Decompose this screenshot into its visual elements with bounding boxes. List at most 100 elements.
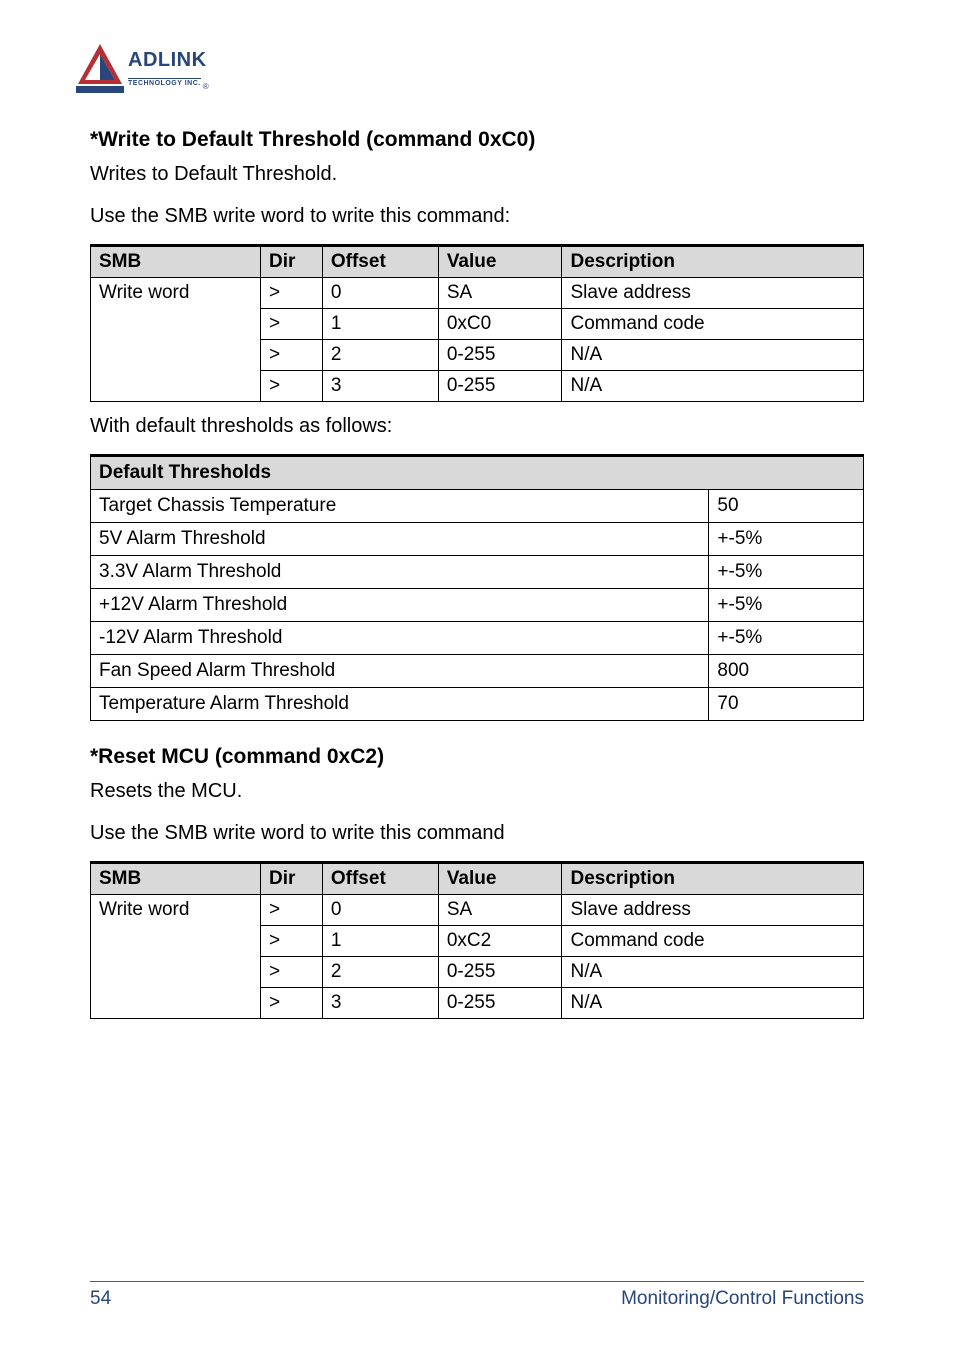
cell-desc: Slave address [562, 895, 864, 926]
table-row: +12V Alarm Threshold+-5% [91, 589, 864, 622]
cell-offset: 3 [322, 988, 438, 1019]
cell-val: 50 [709, 490, 864, 523]
cell-value: 0-255 [438, 988, 562, 1019]
cell-dir: > [261, 926, 323, 957]
page-footer: 54 Monitoring/Control Functions [90, 1281, 864, 1310]
cell-value: 0xC2 [438, 926, 562, 957]
cell-value: 0-255 [438, 340, 562, 371]
cell-value: 0-255 [438, 371, 562, 402]
cell-name: +12V Alarm Threshold [91, 589, 709, 622]
th-offset: Offset [322, 863, 438, 895]
cell-offset: 3 [322, 371, 438, 402]
table-header-row: Default Thresholds [91, 456, 864, 490]
th-dir: Dir [261, 246, 323, 278]
cell-value: SA [438, 895, 562, 926]
cell-desc: Command code [562, 309, 864, 340]
table-row: > 1 0xC2 Command code [91, 926, 864, 957]
table-row: 5V Alarm Threshold+-5% [91, 523, 864, 556]
cell-smb-empty [91, 957, 261, 988]
cell-offset: 0 [322, 278, 438, 309]
cell-desc: N/A [562, 957, 864, 988]
logo-reg-mark: ® [203, 82, 209, 91]
th-offset: Offset [322, 246, 438, 278]
table-row: > 2 0-255 N/A [91, 340, 864, 371]
write-default-table: SMB Dir Offset Value Description Write w… [90, 244, 864, 402]
default-thresholds-table: Default Thresholds Target Chassis Temper… [90, 454, 864, 721]
cell-name: Fan Speed Alarm Threshold [91, 655, 709, 688]
th-dir: Dir [261, 863, 323, 895]
cell-val: 800 [709, 655, 864, 688]
section2-line1: Resets the MCU. [90, 777, 864, 805]
cell-value: 0-255 [438, 957, 562, 988]
cell-val: +-5% [709, 622, 864, 655]
page-content: ADLINK TECHNOLOGY INC.® *Write to Defaul… [0, 0, 954, 1019]
cell-name: Target Chassis Temperature [91, 490, 709, 523]
cell-smb-empty [91, 309, 261, 340]
table-row: -12V Alarm Threshold+-5% [91, 622, 864, 655]
cell-smb: Write word [91, 895, 261, 926]
table-row: Write word > 0 SA Slave address [91, 278, 864, 309]
table-header-row: SMB Dir Offset Value Description [91, 863, 864, 895]
footer-section: Monitoring/Control Functions [621, 1288, 864, 1310]
table-row: > 2 0-255 N/A [91, 957, 864, 988]
cell-desc: N/A [562, 371, 864, 402]
cell-dir: > [261, 895, 323, 926]
cell-desc: N/A [562, 340, 864, 371]
page-number: 54 [90, 1288, 111, 1310]
th-smb: SMB [91, 246, 261, 278]
cell-dir: > [261, 957, 323, 988]
th-desc: Description [562, 246, 864, 278]
logo-sub-text: TECHNOLOGY INC. [128, 78, 201, 87]
cell-desc: Command code [562, 926, 864, 957]
cell-name: 3.3V Alarm Threshold [91, 556, 709, 589]
cell-dir: > [261, 988, 323, 1019]
table-row: > 1 0xC0 Command code [91, 309, 864, 340]
cell-smb-empty [91, 926, 261, 957]
section1-line2: Use the SMB write word to write this com… [90, 202, 864, 230]
cell-desc: Slave address [562, 278, 864, 309]
th-value: Value [438, 863, 562, 895]
logo-main-text: ADLINK [128, 49, 209, 72]
th-desc: Description [562, 863, 864, 895]
thresholds-intro: With default thresholds as follows: [90, 412, 864, 440]
cell-offset: 0 [322, 895, 438, 926]
table-header-row: SMB Dir Offset Value Description [91, 246, 864, 278]
adlink-logo-icon [70, 40, 130, 100]
cell-dir: > [261, 371, 323, 402]
cell-smb-empty [91, 340, 261, 371]
logo-text-wrap: ADLINK TECHNOLOGY INC.® [128, 49, 209, 91]
cell-name: Temperature Alarm Threshold [91, 688, 709, 721]
cell-smb-empty [91, 988, 261, 1019]
cell-offset: 2 [322, 340, 438, 371]
cell-val: 70 [709, 688, 864, 721]
cell-dir: > [261, 278, 323, 309]
cell-dir: > [261, 340, 323, 371]
table-row: Target Chassis Temperature50 [91, 490, 864, 523]
cell-smb: Write word [91, 278, 261, 309]
cell-desc: N/A [562, 988, 864, 1019]
cell-value: 0xC0 [438, 309, 562, 340]
th-smb: SMB [91, 863, 261, 895]
reset-mcu-table: SMB Dir Offset Value Description Write w… [90, 861, 864, 1019]
cell-name: -12V Alarm Threshold [91, 622, 709, 655]
table-row: 3.3V Alarm Threshold+-5% [91, 556, 864, 589]
th-value: Value [438, 246, 562, 278]
th-default: Default Thresholds [91, 456, 864, 490]
table-row: Fan Speed Alarm Threshold800 [91, 655, 864, 688]
cell-smb-empty [91, 371, 261, 402]
table-row: Write word > 0 SA Slave address [91, 895, 864, 926]
table-row: Temperature Alarm Threshold70 [91, 688, 864, 721]
section2-line2: Use the SMB write word to write this com… [90, 819, 864, 847]
cell-value: SA [438, 278, 562, 309]
section1-line1: Writes to Default Threshold. [90, 160, 864, 188]
cell-offset: 1 [322, 926, 438, 957]
table-row: > 3 0-255 N/A [91, 988, 864, 1019]
section1-heading: *Write to Default Threshold (command 0xC… [90, 128, 864, 152]
cell-val: +-5% [709, 556, 864, 589]
cell-dir: > [261, 309, 323, 340]
cell-name: 5V Alarm Threshold [91, 523, 709, 556]
cell-offset: 2 [322, 957, 438, 988]
logo: ADLINK TECHNOLOGY INC.® [70, 40, 864, 100]
table-row: > 3 0-255 N/A [91, 371, 864, 402]
cell-val: +-5% [709, 523, 864, 556]
